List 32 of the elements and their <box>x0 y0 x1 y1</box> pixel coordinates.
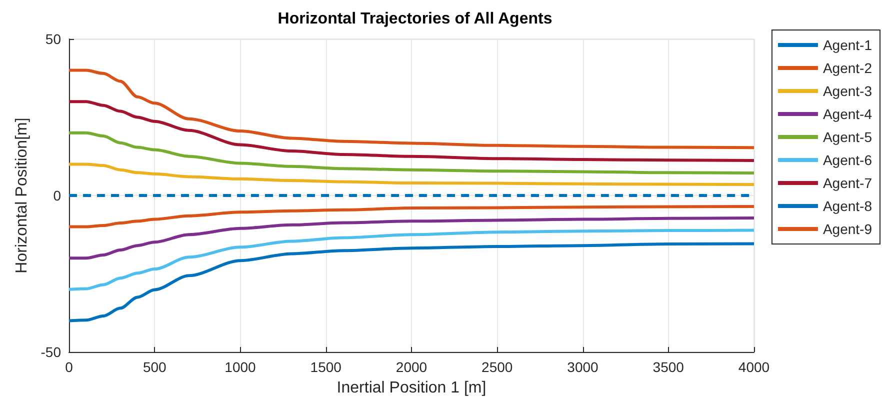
x-tick-label: 3000 <box>567 359 599 375</box>
line-series <box>68 100 756 162</box>
x-tick-label: 0 <box>65 359 74 375</box>
line-series <box>68 162 756 186</box>
chart-title: Horizontal Trajectories of All Agents <box>278 10 552 28</box>
legend-label: Agent-5 <box>822 129 872 145</box>
y-axis-title: Horizontal Position[m] <box>13 118 30 274</box>
line-series <box>68 204 756 228</box>
legend-label: Agent-6 <box>822 152 872 168</box>
line-series <box>68 131 756 174</box>
x-tick-label: 4000 <box>738 359 770 375</box>
legend-label: Agent-3 <box>822 83 872 99</box>
line-series <box>68 242 756 322</box>
x-tick-label: 500 <box>142 359 167 375</box>
x-tick-label: 3500 <box>652 359 684 375</box>
legend-label: Agent-7 <box>822 175 872 191</box>
legend-label: Agent-2 <box>822 60 872 76</box>
line-series <box>68 216 756 260</box>
line-series <box>68 228 756 291</box>
x-tick-label: 2000 <box>396 359 428 375</box>
legend-label: Agent-8 <box>822 198 872 214</box>
x-tick-label: 1500 <box>310 359 342 375</box>
legend-label: Agent-9 <box>822 221 872 237</box>
x-axis-title: Inertial Position 1 [m] <box>336 380 486 396</box>
legend-label: Agent-4 <box>822 106 872 122</box>
y-tick-label: 50 <box>45 31 62 47</box>
x-tick-label: 1000 <box>224 359 256 375</box>
line-series <box>68 68 756 150</box>
x-tick-label: 2500 <box>482 359 513 375</box>
legend-label: Agent-1 <box>822 37 872 53</box>
y-tick-label: 0 <box>53 188 62 204</box>
y-tick-label: -50 <box>40 344 62 360</box>
